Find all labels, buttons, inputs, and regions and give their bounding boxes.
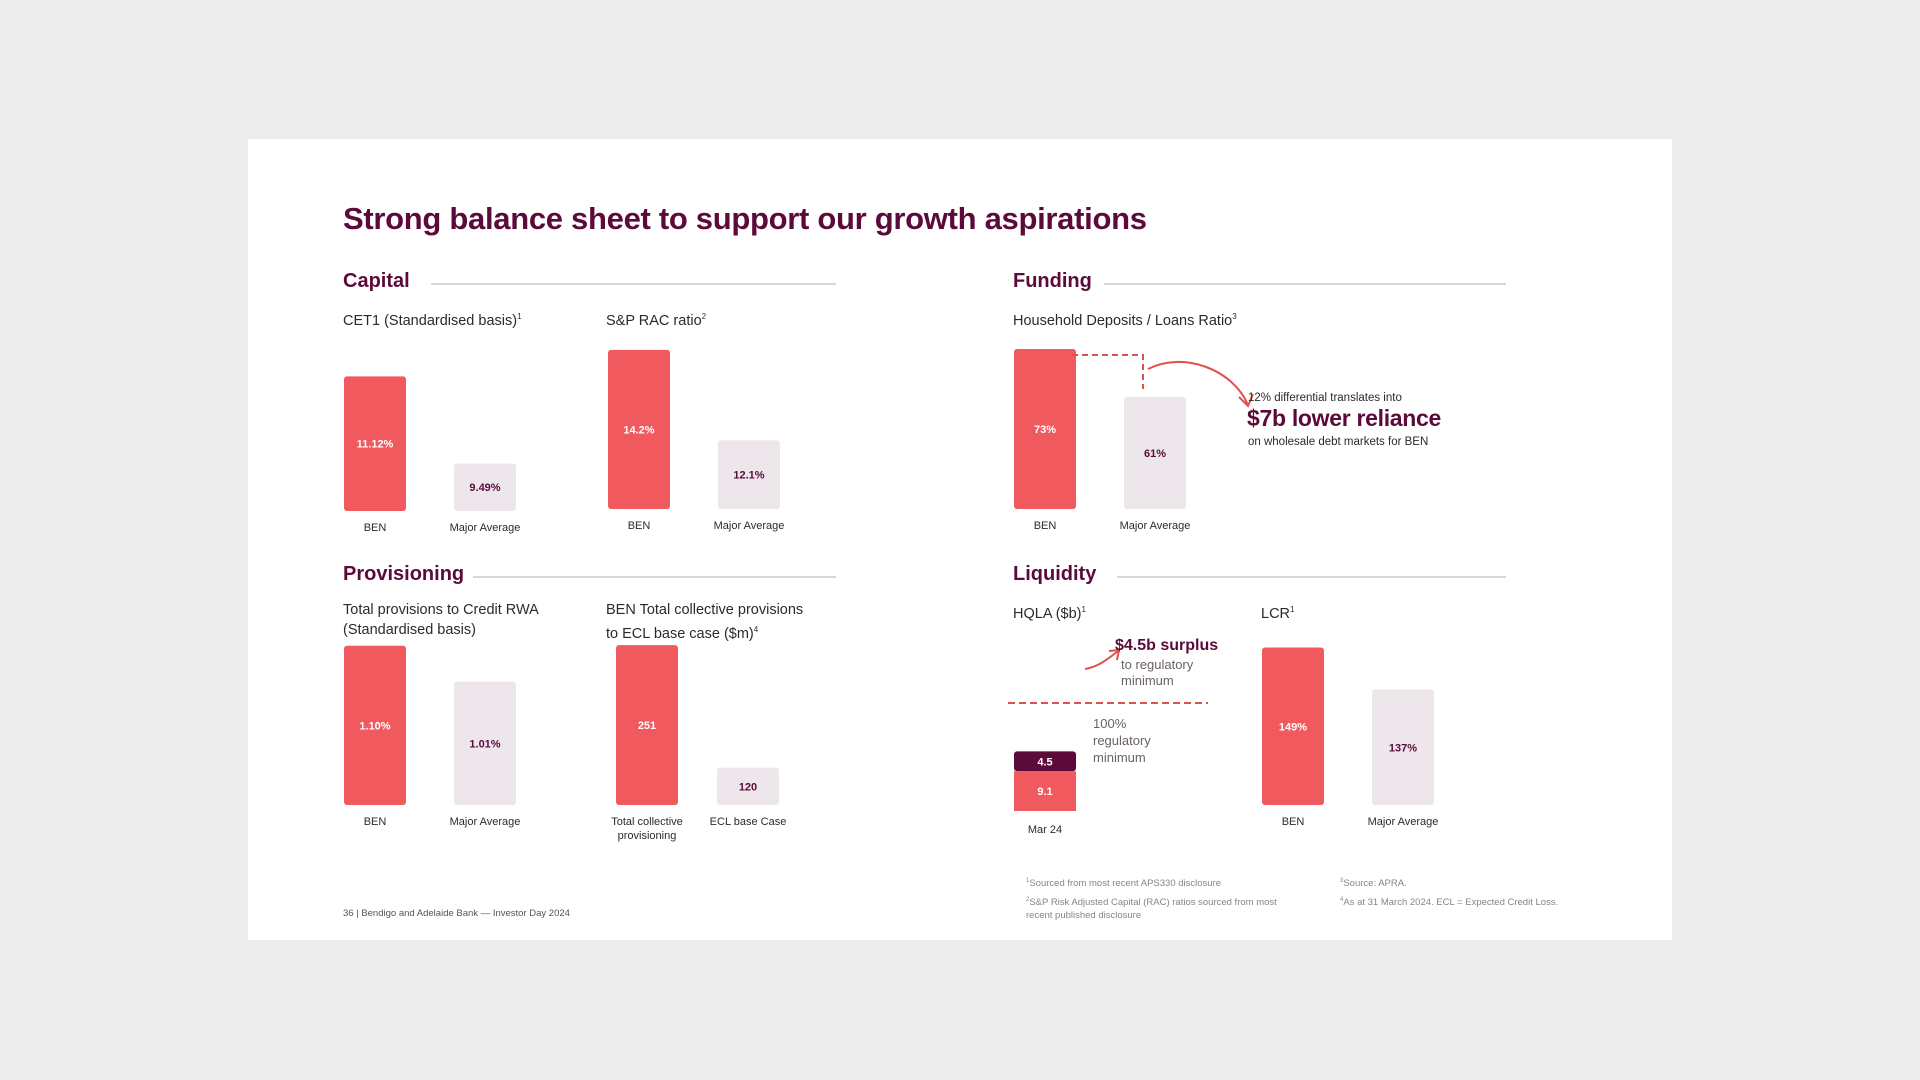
provisions-subtitle: Total provisions to Credit RWA (Standardi… (343, 602, 539, 638)
funding-callout-line3: on wholesale debt markets for BEN (1248, 436, 1429, 448)
footnotes-left: 1Sourced from most recent APS330 disclos… (1026, 875, 1296, 922)
page-title: Strong balance sheet to support our grow… (343, 201, 1147, 236)
hqla-bar-segment-1 (1014, 751, 1076, 772)
footnotes-right: 3Source: APRA. 4As at 31 March 2024. ECL… (1340, 875, 1630, 909)
footnote-4: 4As at 31 March 2024. ECL = Expected Cre… (1340, 897, 1559, 909)
chart2-bar-label-0: 73% (1034, 424, 1056, 436)
chart4-category-label-0-1: provisioning (618, 830, 677, 842)
sp-rac-chart: 14.2% BEN 12.1% Major Average (602, 339, 802, 544)
hqla-chart: 9.1 4.5 Mar 24 (1008, 639, 1208, 844)
page-footer: 36 | Bendigo and Adelaide Bank — Investo… (343, 908, 570, 919)
section-capital-divider (431, 283, 836, 285)
chart2-bar-1 (1124, 397, 1186, 509)
section-funding-title: Funding (1013, 270, 1092, 292)
hqla-chart-svg: 9.1 4.5 Mar 24 (1014, 751, 1076, 836)
provisions-chart: 1.10% BEN 1.01% Major Average (338, 639, 538, 844)
funding-differential-graphic (1072, 354, 1254, 408)
chart1-category-label-0: BEN (628, 520, 651, 532)
chart0-bar-label-0: 11.12% (357, 439, 394, 451)
chart3-category-label-1: Major Average (450, 816, 521, 828)
chart4-category-label-1: ECL base Case (710, 816, 787, 828)
chart6-bar-label-0: 149% (1279, 721, 1307, 733)
cet1-chart: 11.12% BEN 9.49% Major Average (338, 339, 538, 544)
collective-chart-svg: 251 Total collective provisioning 120 ECL ba… (611, 645, 787, 842)
footnote-1: 1Sourced from most recent APS330 disclos… (1026, 878, 1222, 890)
cet1-chart-svg: 11.12% BEN 9.49% Major Average (344, 376, 521, 534)
household-chart: 73% BEN 61% Major Average (1008, 339, 1208, 544)
chart2-bar-0 (1014, 349, 1076, 509)
slide: Strong balance sheet to support our grow… (248, 139, 1672, 940)
hqla-bar-label-1: 4.5 (1037, 756, 1052, 768)
funding-callout-line1: 12% differential translates into (1248, 392, 1402, 404)
chart3-bar-1 (454, 681, 516, 805)
chart3-bar-label-1: 1.01% (469, 738, 500, 750)
chart0-bar-0 (344, 376, 406, 511)
surplus-arrow-head-icon (1108, 648, 1121, 661)
provisions-chart-svg: 1.10% BEN 1.01% Major Average (344, 645, 521, 828)
cet1-subtitle: CET1 (Standardised basis)1 (343, 312, 522, 329)
chart6-bar-1 (1372, 689, 1434, 805)
sp-rac-subtitle: S&P RAC ratio2 (606, 312, 707, 329)
collective-chart: 251 Total collective provisioning 120 ECL ba… (602, 639, 832, 864)
chart3-bar-0 (344, 645, 406, 805)
chart1-bar-0 (608, 349, 670, 509)
chart3-bar-label-0: 1.10% (359, 720, 390, 732)
liquidity-surplus-graphic (1008, 648, 1208, 704)
chart0-bar-label-1: 9.49% (469, 482, 500, 494)
footnote-3: 3Source: APRA. (1340, 878, 1407, 890)
chart6-bar-0 (1262, 647, 1324, 805)
funding-dashed-bracket (1072, 354, 1144, 389)
section-liquidity-title: Liquidity (1013, 563, 1097, 585)
chart1-bar-label-0: 14.2% (623, 424, 654, 436)
hqla-bar-segment-0 (1014, 771, 1076, 811)
chart2-category-label-1: Major Average (1120, 520, 1191, 532)
household-subtitle: Household Deposits / Loans Ratio3 (1013, 312, 1237, 329)
hqla-subtitle: HQLA ($b)1 (1013, 605, 1086, 622)
chart6-category-label-0: BEN (1282, 816, 1305, 828)
sp-rac-chart-svg: 14.2% BEN 12.1% Major Average (608, 349, 785, 532)
surplus-subtext: to regulatory minimum (1121, 657, 1194, 688)
chart1-bar-label-1: 12.1% (733, 470, 764, 482)
lcr-chart: 149% BEN 137% Major Average (1256, 639, 1456, 844)
section-funding-divider (1104, 283, 1506, 285)
chart1-bar-1 (718, 440, 780, 509)
collective-subtitle: BEN Total collective provisions to ECL ba… (606, 602, 804, 642)
section-provisioning-title: Provisioning (343, 563, 465, 585)
chart0-category-label-0: BEN (364, 522, 387, 534)
chart2-category-label-0: BEN (1034, 520, 1057, 532)
chart4-bar-1 (717, 767, 779, 805)
section-capital-title: Capital (343, 270, 410, 292)
surplus-title: $4.5b surplus (1115, 637, 1219, 654)
household-chart-svg: 73% BEN 61% Major Average (1014, 349, 1191, 532)
chart3-category-label-0: BEN (364, 816, 387, 828)
funding-callout-big: $7b lower reliance (1247, 405, 1442, 431)
chart0-category-label-1: Major Average (450, 522, 521, 534)
chart4-bar-label-1: 120 (739, 781, 757, 793)
chart0-bar-1 (454, 463, 516, 511)
chart2-bar-label-1: 61% (1144, 448, 1166, 460)
chart4-bar-label-0: 251 (638, 720, 656, 732)
chart4-bar-0 (616, 645, 678, 805)
section-provisioning-divider (473, 576, 836, 578)
chart6-category-label-1: Major Average (1368, 816, 1439, 828)
lcr-subtitle: LCR1 (1261, 605, 1295, 622)
lcr-chart-svg: 149% BEN 137% Major Average (1262, 647, 1439, 828)
hqla-category-label: Mar 24 (1028, 824, 1062, 836)
chart6-bar-label-1: 137% (1389, 742, 1417, 754)
surplus-curved-arrow (1084, 650, 1119, 670)
hqla-bar-label-0: 9.1 (1037, 786, 1052, 798)
section-liquidity-divider (1117, 576, 1506, 578)
funding-curved-arrow (1147, 360, 1249, 406)
regulatory-minimum-text: 100% regulatory minimum (1093, 716, 1151, 765)
funding-arrow-head-icon (1238, 393, 1254, 408)
chart4-category-label-0-0: Total collective (611, 816, 683, 828)
footnote-2: 2S&P Risk Adjusted Capital (RAC) ratios … (1026, 897, 1277, 922)
chart1-category-label-1: Major Average (714, 520, 785, 532)
